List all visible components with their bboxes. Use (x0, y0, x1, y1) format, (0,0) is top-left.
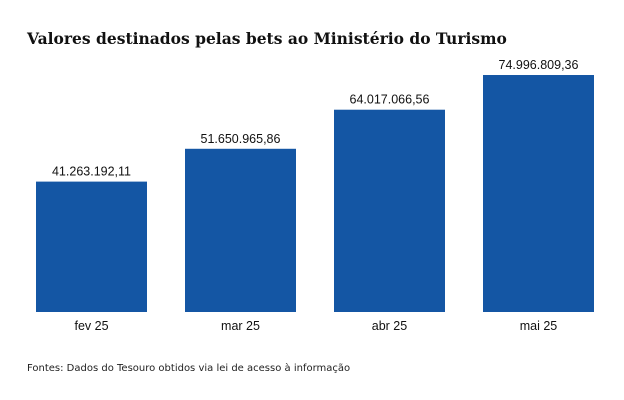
x-tick-label: fev 25 (74, 319, 108, 333)
data-label: 64.017.066,56 (350, 93, 430, 107)
bar-fev-25 (36, 181, 147, 312)
chart-title: Valores destinados pelas bets ao Ministé… (27, 29, 507, 48)
x-tick-label: mai 25 (520, 319, 558, 333)
data-label: 41.263.192,11 (52, 165, 131, 179)
bar-mar-25 (185, 148, 296, 312)
data-label: 74.996.809,36 (499, 58, 579, 72)
bar-abr-25 (334, 109, 445, 312)
bar-mai-25 (483, 75, 594, 312)
x-tick-label: mar 25 (221, 319, 260, 333)
data-label: 51.650.965,86 (201, 132, 281, 146)
x-tick-label: abr 25 (372, 319, 407, 333)
bars (36, 75, 594, 312)
source-note: Fontes: Dados do Tesouro obtidos via lei… (27, 363, 351, 374)
